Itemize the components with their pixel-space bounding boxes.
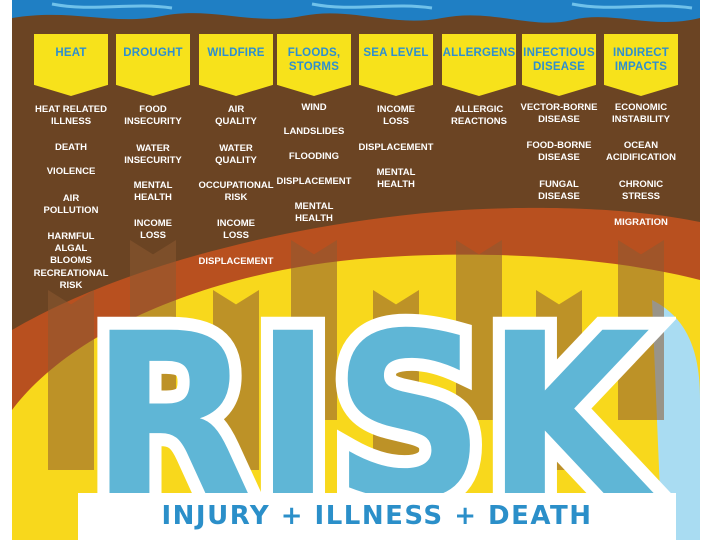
column-title: SEA LEVEL (363, 47, 429, 59)
impact-column: HEAT HEAT RELATED ILLNESS DEATH VIOLENCE AIR… (32, 0, 110, 540)
chevron-decoration (130, 240, 176, 420)
impact-item: INCOME LOSS (134, 218, 172, 241)
column-banner: INDIRECT IMPACTS (604, 34, 678, 96)
impact-item: RECREATIONAL RISK (33, 268, 109, 291)
impact-item: OCEAN ACIDIFICATION (605, 140, 676, 163)
sky-accent (652, 300, 700, 540)
impact-column: DROUGHT FOOD INSECURITY WATER INSECURITY ME… (114, 0, 192, 540)
impact-item: MENTAL HEALTH (376, 167, 416, 190)
tagline-bar: INJURY + ILLNESS + DEATH (78, 493, 676, 540)
column-banner: ALLERGENS (442, 34, 516, 96)
impact-item: ECONOMIC INSTABILITY (612, 102, 670, 125)
column-title: INDIRECT IMPACTS (613, 47, 669, 73)
impact-item: WIND (301, 102, 327, 113)
impact-item: FOOD INSECURITY (124, 104, 182, 127)
yellow-sun (12, 254, 700, 540)
impact-item: DISPLACEMENT (276, 176, 352, 187)
impact-column: FLOODS, STORMS WIND LANDSLIDES FLOODING DISP… (275, 0, 353, 540)
column-banner: WILDFIRE (199, 34, 273, 96)
chevron-decoration (291, 240, 337, 420)
chevron-decoration (48, 290, 94, 470)
impact-item: HARMFUL ALGAL BLOOMS (47, 231, 95, 266)
impact-item: MENTAL HEALTH (133, 180, 173, 203)
impact-item: VIOLENCE (46, 166, 96, 177)
impact-item: OCCUPATIONAL RISK (198, 180, 274, 203)
impact-column: WILDFIRE AIR QUALITY WATER QUALITY OCCUPATI… (197, 0, 275, 540)
impact-item: CHRONIC STRESS (618, 179, 664, 202)
chevron-decoration (213, 290, 259, 470)
impact-item: FOOD-BORNE DISEASE (526, 140, 592, 163)
chevron-decoration (536, 290, 582, 470)
impact-item: INCOME LOSS (377, 104, 415, 127)
chevron-decoration (456, 240, 502, 420)
impact-item: DISPLACEMENT (358, 142, 434, 153)
impact-column: INFECTIOUS DISEASE VECTOR-BORNE DISEASE FO… (520, 0, 598, 540)
background-art (12, 0, 700, 540)
impact-item: WATER INSECURITY (124, 143, 182, 166)
column-title: FLOODS, STORMS (287, 47, 341, 73)
impact-item: MENTAL HEALTH (294, 201, 334, 224)
impact-item: DISPLACEMENT (198, 256, 274, 267)
impact-item: HEAT RELATED ILLNESS (35, 104, 107, 127)
water-wave (12, 0, 700, 23)
impact-item: ALLERGIC REACTIONS (451, 104, 507, 127)
impact-item: INCOME LOSS (217, 218, 255, 241)
column-banner: FLOODS, STORMS (277, 34, 351, 96)
column-banner: INFECTIOUS DISEASE (522, 34, 596, 96)
column-banner: SEA LEVEL (359, 34, 433, 96)
column-title: HEAT (55, 47, 87, 59)
infographic-poster: HEAT HEAT RELATED ILLNESS DEATH VIOLENCE AIR… (12, 0, 700, 540)
impact-item: LANDSLIDES (283, 126, 345, 137)
impact-item: WATER QUALITY (215, 143, 257, 166)
column-banner: DROUGHT (116, 34, 190, 96)
column-banner: HEAT (34, 34, 108, 96)
impact-column: ALLERGENS ALLERGIC REACTIONS (440, 0, 518, 540)
impact-item: FLOODING (288, 151, 340, 162)
column-title: INFECTIOUS DISEASE (523, 47, 595, 73)
impact-item: VECTOR-BORNE DISEASE (520, 102, 598, 125)
impact-item: MIGRATION (614, 217, 668, 228)
impact-item: FUNGAL DISEASE (538, 179, 580, 202)
impact-column: INDIRECT IMPACTS ECONOMIC INSTABILITY OCEA… (602, 0, 680, 540)
chevron-decoration (618, 240, 664, 420)
chevron-decoration (373, 290, 419, 470)
tagline: INJURY + ILLNESS + DEATH (161, 501, 593, 531)
impact-item: AIR POLLUTION (43, 193, 99, 216)
column-title: DROUGHT (123, 47, 183, 59)
water-highlight (51, 2, 693, 10)
column-title: ALLERGENS (442, 47, 516, 59)
impact-item: DEATH (54, 142, 88, 153)
column-title: WILDFIRE (207, 47, 265, 59)
impact-item: AIR QUALITY (215, 104, 257, 127)
impact-column: SEA LEVEL INCOME LOSS DISPLACEMENT MENTAL H… (357, 0, 435, 540)
